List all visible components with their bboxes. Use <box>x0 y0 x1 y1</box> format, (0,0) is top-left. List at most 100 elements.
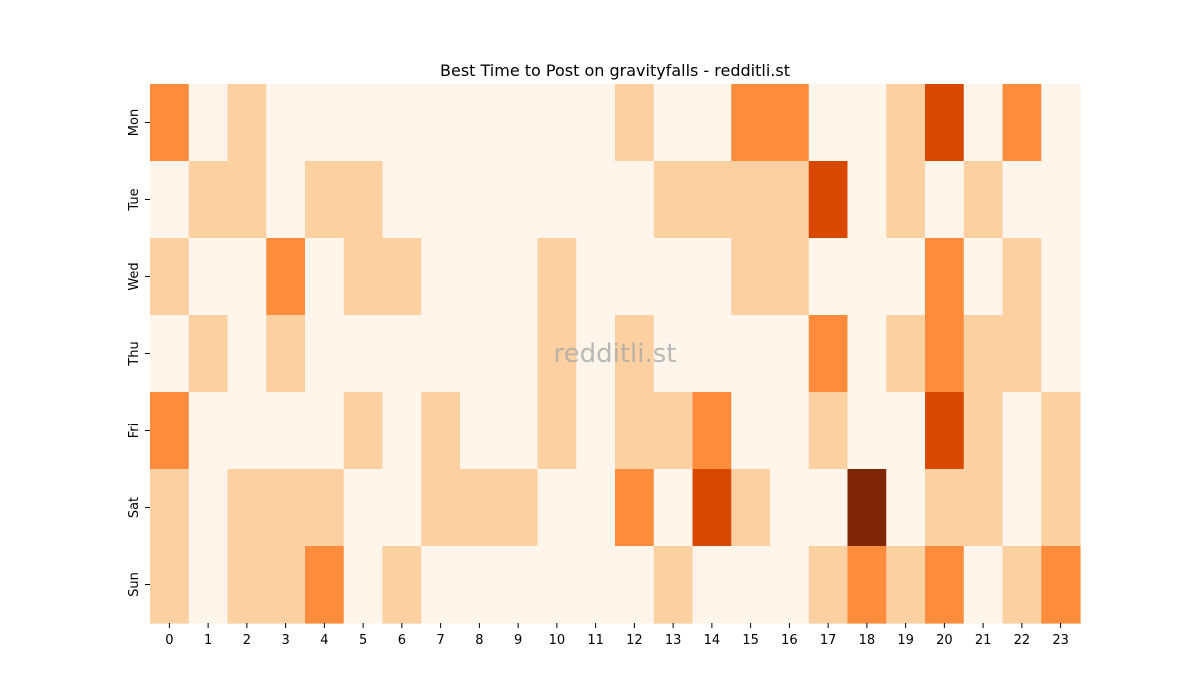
heatmap-cell <box>576 84 616 162</box>
heatmap-cell <box>925 546 965 624</box>
heatmap-cell <box>150 238 190 316</box>
heatmap-cell <box>731 238 771 316</box>
heatmap-cell <box>382 392 422 470</box>
heatmap-cell <box>963 238 1004 316</box>
heatmap-cell <box>227 315 267 393</box>
heatmap-cell <box>421 546 461 624</box>
heatmap-cell <box>576 161 616 239</box>
heatmap-cell <box>886 161 926 239</box>
heatmap-cell <box>615 546 655 624</box>
heatmap-cell <box>537 161 577 239</box>
heatmap-cell <box>266 315 306 393</box>
heatmap-cell <box>227 392 267 470</box>
heatmap-cell <box>421 315 461 393</box>
heatmap-cell <box>498 84 539 162</box>
x-tick-label: 22 <box>1014 633 1031 648</box>
heatmap-cell <box>886 392 926 470</box>
heatmap-cell <box>615 315 655 393</box>
heatmap-cell <box>305 238 345 316</box>
heatmap-cell <box>963 315 1004 393</box>
y-tick-label: Tue <box>127 188 142 211</box>
heatmap-cell <box>498 546 539 624</box>
heatmap-cell <box>847 469 887 547</box>
heatmap-cell <box>537 546 577 624</box>
heatmap-cell <box>460 161 500 239</box>
heatmap-cell <box>963 161 1004 239</box>
heatmap-cell <box>808 469 849 547</box>
heatmap-cell <box>498 161 539 239</box>
heatmap-cell <box>188 238 229 316</box>
x-tick-label: 23 <box>1052 633 1069 648</box>
heatmap-cell <box>808 84 849 162</box>
heatmap-cell <box>305 161 345 239</box>
watermark: redditli.st <box>554 339 677 369</box>
heatmap-cell <box>963 469 1004 547</box>
heatmap-cell <box>227 546 267 624</box>
heatmap-cell <box>537 84 577 162</box>
heatmap-cell <box>343 84 384 162</box>
heatmap-cell <box>498 315 539 393</box>
heatmap-cell <box>382 84 422 162</box>
heatmap-cell <box>343 315 384 393</box>
x-tick-label: 10 <box>549 633 566 648</box>
heatmap-cell <box>731 315 771 393</box>
y-tick-label: Sat <box>127 497 142 518</box>
heatmap-cell <box>343 546 384 624</box>
heatmap-cell <box>770 469 810 547</box>
x-tick-label: 12 <box>626 633 643 648</box>
heatmap-cell <box>770 315 810 393</box>
heatmap-cell <box>266 161 306 239</box>
heatmap-cell <box>576 469 616 547</box>
heatmap-cell <box>227 238 267 316</box>
heatmap-cell <box>653 469 694 547</box>
heatmap-cell <box>421 392 461 470</box>
heatmap-cell <box>925 315 965 393</box>
heatmap-cell <box>615 84 655 162</box>
heatmap-cell <box>421 84 461 162</box>
heatmap-cell <box>576 392 616 470</box>
heatmap-cell <box>188 546 229 624</box>
heatmap-cell <box>615 161 655 239</box>
heatmap-cell <box>925 469 965 547</box>
heatmap-cell <box>227 84 267 162</box>
x-tick-label: 14 <box>704 633 721 648</box>
x-tick-label: 1 <box>204 633 212 648</box>
heatmap-cell <box>886 546 926 624</box>
x-tick-label: 0 <box>165 633 173 648</box>
heatmap-cell <box>692 238 732 316</box>
heatmap-cell <box>653 546 694 624</box>
heatmap-cell <box>1002 546 1042 624</box>
heatmap-cell <box>150 161 190 239</box>
heatmap-cell <box>653 161 694 239</box>
heatmap-cell <box>1041 546 1081 624</box>
heatmap-cell <box>653 392 694 470</box>
heatmap-cell <box>731 546 771 624</box>
x-tick-label: 2 <box>243 633 251 648</box>
heatmap-cell <box>343 469 384 547</box>
heatmap-cell <box>925 84 965 162</box>
heatmap-cell <box>266 238 306 316</box>
heatmap-cell <box>382 161 422 239</box>
heatmap-cell <box>692 392 732 470</box>
heatmap-cell <box>460 469 500 547</box>
heatmap-cell <box>925 392 965 470</box>
heatmap-cell <box>731 161 771 239</box>
heatmap-cell <box>808 238 849 316</box>
heatmap-cell <box>653 315 694 393</box>
heatmap-cell <box>460 84 500 162</box>
heatmap-cell <box>692 315 732 393</box>
y-tick-label: Fri <box>127 423 142 439</box>
heatmap-cell <box>537 392 577 470</box>
heatmap-cell <box>1041 392 1081 470</box>
heatmap-cell <box>692 546 732 624</box>
heatmap-cell <box>615 392 655 470</box>
heatmap-cell <box>770 546 810 624</box>
heatmap-cell <box>1002 315 1042 393</box>
x-tick-label: 15 <box>742 633 759 648</box>
heatmap-cell <box>847 161 887 239</box>
heatmap-cell <box>847 392 887 470</box>
heatmap-cell <box>460 546 500 624</box>
heatmap-cell <box>266 84 306 162</box>
heatmap-cell <box>227 469 267 547</box>
heatmap-cell <box>150 546 190 624</box>
